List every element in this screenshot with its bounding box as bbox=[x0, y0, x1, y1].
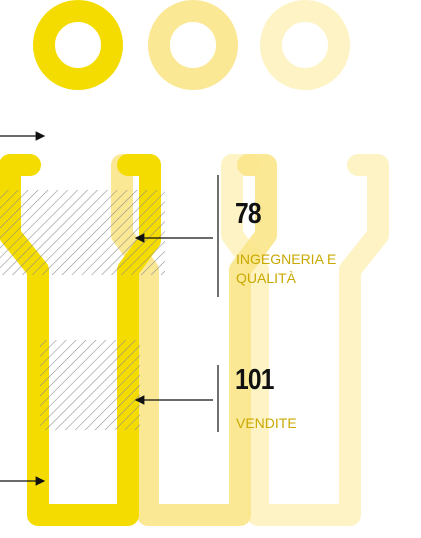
stat-value: 101 bbox=[235, 364, 274, 397]
stat-label: VENDITE bbox=[236, 414, 386, 433]
page: 78 INGEGNERIA E QUALITÀ 101 VENDITE (() … bbox=[0, 0, 421, 538]
hatch-band bbox=[0, 190, 165, 275]
stat-label: INGEGNERIA E QUALITÀ bbox=[236, 250, 386, 288]
hatch-band bbox=[40, 340, 140, 430]
stat-value: 78 bbox=[235, 198, 261, 231]
